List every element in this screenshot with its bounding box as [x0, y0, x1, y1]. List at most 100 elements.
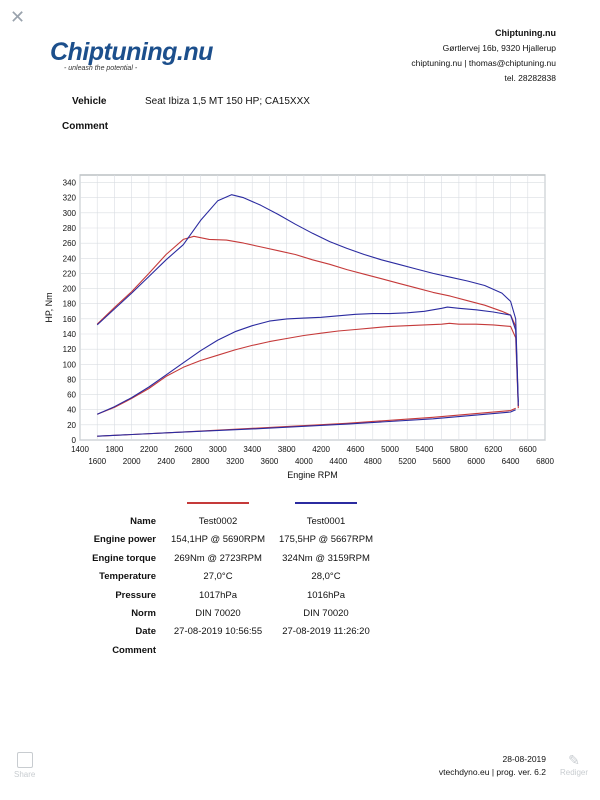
x-tick-label: 6200	[484, 445, 502, 454]
table-row: Date 27-08-2019 10:56:55 27-08-2019 11:2…	[70, 623, 380, 641]
x-tick-label: 2400	[157, 457, 175, 466]
vehicle-value: Seat Ibiza 1,5 MT 150 HP; CA15XXX	[145, 96, 310, 107]
series-line-test0001-power	[96, 306, 519, 415]
row-value-test0002	[164, 641, 272, 659]
x-tick-label: 5400	[416, 445, 434, 454]
logo-text: Chiptuning.nu	[50, 38, 213, 66]
table-row: Norm DIN 70020 DIN 70020	[70, 604, 380, 622]
row-value-test0001: 1016hPa	[306, 589, 346, 601]
series-line-test0001-torque	[96, 194, 519, 403]
x-tick-label: 6600	[519, 445, 537, 454]
row-value-test0001: 27-08-2019 11:26:20	[282, 626, 370, 638]
y-tick-label: 240	[63, 254, 77, 263]
y-tick-label: 340	[63, 179, 77, 188]
company-info: Chiptuning.nu Gørtlervej 16b, 9320 Hjall…	[411, 26, 556, 86]
row-label: Pressure	[115, 589, 156, 601]
row-value-test0001: 28,0°C	[311, 571, 341, 583]
row-label: Engine torque	[92, 552, 156, 564]
close-button[interactable]: ✕	[10, 8, 25, 26]
edit-label: Rediger	[559, 768, 588, 777]
table-row: Temperature 27,0°C 28,0°C	[70, 568, 380, 586]
x-axis-label: Engine RPM	[287, 470, 338, 480]
x-tick-label: 2600	[174, 445, 192, 454]
y-tick-label: 200	[63, 285, 77, 294]
row-value-test0001: DIN 70020	[303, 608, 349, 620]
row-value-test0002: Test0002	[198, 516, 238, 528]
x-tick-label: 6400	[502, 457, 520, 466]
x-tick-label: 3400	[243, 445, 261, 454]
row-value-test0002: 1017hPa	[198, 589, 238, 601]
x-tick-label: 2000	[123, 457, 141, 466]
y-tick-label: 180	[63, 300, 77, 309]
table-row: Pressure 1017hPa 1016hPa	[70, 586, 380, 604]
row-value-test0002: 154,1HP @ 5690RPM	[171, 534, 265, 546]
y-tick-label: 120	[63, 345, 77, 354]
share-label: Share	[14, 770, 36, 779]
legend-row	[70, 494, 380, 512]
table-row: Name Test0002 Test0001	[70, 512, 380, 530]
y-axis-label: HP, Nm	[44, 292, 54, 322]
company-address: Gørtlervej 16b, 9320 Hjallerup	[442, 43, 556, 53]
y-tick-label: 60	[67, 391, 76, 400]
y-tick-label: 20	[67, 421, 76, 430]
table-row: Engine power 154,1HP @ 5690RPM 175,5HP @…	[70, 531, 380, 549]
pencil-icon: ✎	[568, 752, 580, 768]
x-tick-label: 5600	[433, 457, 451, 466]
company-logo: Chiptuning.nu - unleash the potential -	[50, 38, 213, 72]
row-value-test0001: 324Nm @ 3159RPM	[282, 552, 370, 564]
row-value-test0002: DIN 70020	[195, 608, 241, 620]
y-tick-label: 260	[63, 239, 77, 248]
x-tick-label: 6000	[467, 457, 485, 466]
table-row: Engine torque 269Nm @ 2723RPM 324Nm @ 31…	[70, 549, 380, 567]
x-tick-label: 2200	[140, 445, 158, 454]
plot-area	[79, 174, 546, 441]
table-row: Comment	[70, 641, 380, 659]
row-label: Date	[135, 626, 156, 638]
results-table: Name Test0002 Test0001 Engine power 154,…	[70, 494, 380, 660]
x-tick-label: 5800	[450, 445, 468, 454]
company-web-email: chiptuning.nu | thomas@chiptuning.nu	[411, 58, 556, 68]
x-tick-label: 3200	[226, 457, 244, 466]
x-tick-label: 2800	[192, 457, 210, 466]
comment-label: Comment	[62, 121, 109, 132]
y-tick-label: 320	[63, 194, 77, 203]
row-value-test0002: 27,0°C	[203, 571, 233, 583]
report-date: 28-08-2019	[502, 754, 546, 764]
page-footer: 28-08-2019 vtechdyno.eu | prog. ver. 6.2	[439, 753, 546, 779]
series-line-test0002-torque	[96, 235, 519, 406]
y-tick-label: 220	[63, 269, 77, 278]
x-tick-label: 1600	[88, 457, 106, 466]
dyno-chart: 0 20 40 60 80 100 120 140 160 180 200 220 240 260 280 3…	[40, 165, 560, 485]
software-version: vtechdyno.eu | prog. ver. 6.2	[438, 767, 546, 777]
legend-line-test0001	[295, 502, 357, 505]
dyno-chart-svg: 0 20 40 60 80 100 120 140 160 180 200 220 240 260 280 3…	[44, 174, 554, 480]
row-value-test0002: 27-08-2019 10:56:55	[173, 626, 263, 638]
series-line-test0002-power	[96, 322, 519, 415]
legend-line-test0002	[187, 502, 249, 505]
share-icon	[16, 752, 33, 768]
row-label: Engine power	[93, 534, 156, 546]
row-label: Name	[130, 516, 156, 528]
y-tick-label: 40	[67, 406, 76, 415]
y-tick-label: 280	[63, 224, 77, 233]
row-label: Comment	[112, 644, 156, 656]
row-value-test0001: 175,5HP @ 5667RPM	[279, 534, 373, 546]
company-name: Chiptuning.nu	[495, 28, 556, 38]
vehicle-label: Vehicle	[72, 96, 107, 107]
edit-button[interactable]: ✎ Rediger	[560, 752, 588, 777]
x-tick-label: 3000	[209, 445, 227, 454]
x-tick-label: 1800	[106, 445, 124, 454]
company-phone: tel. 28282838	[504, 73, 556, 83]
row-value-test0001: Test0001	[306, 516, 346, 528]
y-tick-label: 160	[63, 315, 77, 324]
x-tick-label: 1400	[71, 445, 89, 454]
x-tick-label: 4400	[329, 457, 347, 466]
row-value-test0002: 269Nm @ 2723RPM	[174, 552, 262, 564]
x-tick-label: 5200	[398, 457, 416, 466]
share-button[interactable]: Share	[14, 752, 35, 779]
x-tick-label: 4000	[295, 457, 313, 466]
series-line-test0001-loss	[97, 409, 516, 437]
row-label: Norm	[131, 608, 156, 620]
x-tick-label: 4200	[312, 445, 330, 454]
x-tick-label: 4800	[364, 457, 382, 466]
